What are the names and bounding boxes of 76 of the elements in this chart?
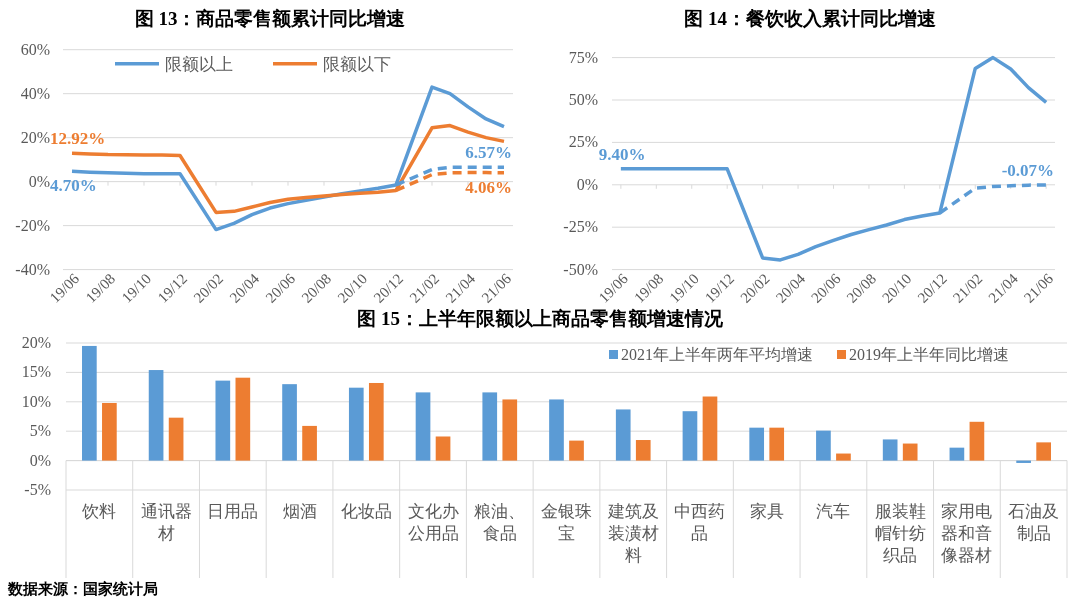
y-tick-label: 20% bbox=[20, 128, 50, 146]
bar bbox=[102, 402, 117, 461]
x-tick-label: 石油及制品 bbox=[1008, 502, 1060, 543]
bar bbox=[836, 453, 851, 461]
y-tick-label: 0% bbox=[28, 172, 50, 190]
y-tick-label: -5% bbox=[24, 481, 51, 498]
legend-label: 限额以下 bbox=[323, 54, 391, 74]
y-tick-label: 40% bbox=[20, 84, 50, 102]
bar bbox=[148, 370, 164, 461]
bar bbox=[1036, 442, 1051, 461]
bar bbox=[902, 443, 918, 461]
legend-label: 限额以上 bbox=[165, 54, 233, 74]
x-tick-label: 汽车 bbox=[816, 502, 851, 521]
bar bbox=[482, 392, 498, 461]
annotation: -0.07% bbox=[1001, 160, 1055, 180]
bar bbox=[235, 377, 251, 461]
bar bbox=[702, 396, 718, 461]
chart-title: 图 15：上半年限额以上商品零售额增速情况 bbox=[357, 308, 724, 329]
bar bbox=[569, 440, 584, 461]
bar bbox=[215, 380, 231, 461]
y-tick-label: -40% bbox=[15, 260, 50, 278]
bar bbox=[969, 421, 985, 461]
x-tick-label: 建筑及装潢材料 bbox=[606, 502, 659, 565]
x-tick-label: 烟酒 bbox=[282, 502, 317, 521]
y-tick-label: 25% bbox=[568, 133, 598, 151]
x-tick-label: 家具 bbox=[749, 502, 784, 521]
bar bbox=[949, 447, 965, 461]
x-tick-label: 粮油、食品 bbox=[474, 502, 526, 543]
bar bbox=[302, 425, 317, 461]
y-tick-label: 15% bbox=[21, 363, 51, 381]
bar bbox=[635, 440, 651, 461]
chart-title: 图 13：商品零售额累计同比增速 bbox=[134, 8, 406, 29]
y-tick-label: 0% bbox=[576, 175, 598, 193]
bar bbox=[168, 417, 184, 461]
y-tick-label: -20% bbox=[15, 216, 50, 234]
y-tick-label: -25% bbox=[563, 218, 598, 236]
x-tick-label: 文化办公用品 bbox=[407, 502, 459, 543]
y-tick-label: 50% bbox=[568, 91, 598, 108]
annotation: 12.92% bbox=[50, 129, 106, 149]
bar bbox=[682, 411, 698, 461]
y-tick-label: 75% bbox=[568, 48, 598, 66]
bar bbox=[615, 409, 631, 461]
bar bbox=[816, 430, 831, 461]
annotation: 4.06% bbox=[465, 177, 512, 197]
x-tick-label: 中西药品 bbox=[674, 502, 726, 543]
y-tick-label: 60% bbox=[20, 40, 50, 58]
bar bbox=[882, 439, 898, 461]
bar bbox=[549, 399, 564, 461]
x-tick-label: 服装鞋帽针纺织品 bbox=[874, 502, 926, 565]
bar bbox=[415, 392, 431, 461]
legend-label: 2019年上半年同比增速 bbox=[849, 346, 1009, 363]
legend-label: 2021年上半年两年平均增速 bbox=[621, 346, 813, 363]
bar bbox=[435, 436, 451, 461]
y-tick-label: 5% bbox=[29, 422, 51, 440]
annotation: 9.40% bbox=[598, 144, 646, 164]
y-tick-label: 20% bbox=[21, 334, 51, 351]
bar bbox=[82, 345, 97, 461]
x-tick-label: 饮料 bbox=[81, 502, 117, 521]
x-tick-label: 通讯器材 bbox=[140, 502, 192, 543]
chart-title: 图 14：餐饮收入累计同比增速 bbox=[684, 8, 936, 29]
x-tick-label: 家用电器和音像器材 bbox=[941, 502, 993, 565]
bar bbox=[368, 382, 384, 461]
bar bbox=[769, 427, 785, 461]
annotation: 6.57% bbox=[465, 143, 512, 163]
bar bbox=[348, 387, 364, 461]
annotation: 4.70% bbox=[50, 176, 97, 196]
source-note: 数据来源：国家统计局 bbox=[7, 580, 158, 597]
y-tick-label: 0% bbox=[29, 451, 51, 469]
bar bbox=[749, 427, 765, 461]
x-tick-label: 金银珠宝 bbox=[541, 502, 592, 543]
x-tick-label: 日用品 bbox=[207, 502, 259, 521]
y-tick-label: 10% bbox=[21, 392, 51, 410]
bar bbox=[502, 399, 518, 461]
bar bbox=[282, 384, 297, 461]
y-tick-label: -50% bbox=[563, 260, 598, 278]
x-tick-label: 化妆品 bbox=[340, 502, 392, 521]
